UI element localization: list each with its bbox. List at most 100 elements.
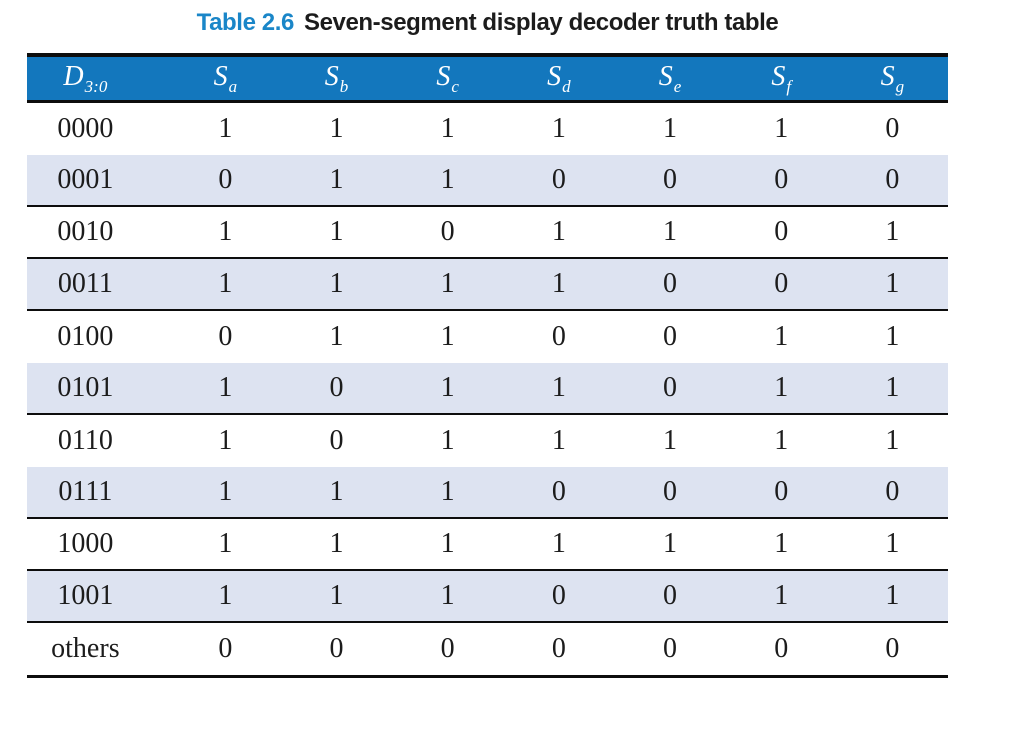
output-cell: 1 bbox=[774, 113, 789, 144]
column-subscript: b bbox=[339, 76, 349, 96]
output-cell: 1 bbox=[440, 113, 455, 144]
output-cell: 1 bbox=[663, 216, 678, 247]
output-cell: 0 bbox=[663, 164, 678, 195]
output-cell: 0 bbox=[663, 321, 678, 352]
output-cell: 1 bbox=[551, 216, 566, 247]
column-subscript: a bbox=[228, 76, 238, 96]
output-cell: 1 bbox=[329, 164, 344, 195]
output-cell: 1 bbox=[663, 113, 678, 144]
output-cell: 1 bbox=[440, 372, 455, 403]
output-cell: 0 bbox=[440, 633, 455, 664]
output-cell: 1 bbox=[329, 216, 344, 247]
table-row: others 0 0 0 0 0 0 0 bbox=[27, 623, 948, 675]
table-row: 1000 1 1 1 1 1 1 1 bbox=[27, 519, 948, 571]
output-cell: 0 bbox=[663, 268, 678, 299]
output-cell: 1 bbox=[440, 164, 455, 195]
output-cell: 1 bbox=[329, 476, 344, 507]
input-cell: 0001 bbox=[57, 164, 114, 195]
output-cell: 1 bbox=[774, 528, 789, 559]
table-body: 0000 1 1 1 1 1 1 0 0001 0 1 1 0 0 0 0 00… bbox=[27, 103, 948, 675]
column-label: S bbox=[771, 60, 786, 92]
input-cell: 0100 bbox=[57, 321, 114, 352]
output-cell: 0 bbox=[329, 372, 344, 403]
output-cell: 1 bbox=[218, 268, 233, 299]
header-cell-sf: Sf bbox=[726, 60, 837, 96]
output-cell: 0 bbox=[329, 425, 344, 456]
input-cell: others bbox=[51, 633, 120, 664]
table-row: 0111 1 1 1 0 0 0 0 bbox=[27, 467, 948, 519]
output-cell: 1 bbox=[440, 321, 455, 352]
input-cell: 0010 bbox=[57, 216, 114, 247]
table-row: 1001 1 1 1 0 0 1 1 bbox=[27, 571, 948, 623]
table-row: 0101 1 0 1 1 0 1 1 bbox=[27, 363, 948, 415]
output-cell: 1 bbox=[551, 528, 566, 559]
input-cell: 0110 bbox=[57, 425, 113, 456]
output-cell: 1 bbox=[774, 580, 789, 611]
output-cell: 1 bbox=[440, 425, 455, 456]
output-cell: 0 bbox=[774, 633, 789, 664]
output-cell: 0 bbox=[218, 633, 233, 664]
table-row: 0010 1 1 0 1 1 0 1 bbox=[27, 207, 948, 259]
output-cell: 0 bbox=[885, 164, 900, 195]
output-cell: 1 bbox=[885, 321, 900, 352]
output-cell: 0 bbox=[663, 580, 678, 611]
output-cell: 1 bbox=[440, 580, 455, 611]
output-cell: 1 bbox=[440, 476, 455, 507]
output-cell: 1 bbox=[551, 372, 566, 403]
output-cell: 1 bbox=[774, 425, 789, 456]
output-cell: 1 bbox=[440, 528, 455, 559]
column-label: S bbox=[658, 60, 673, 92]
column-subscript: e bbox=[673, 76, 682, 96]
column-label: S bbox=[547, 60, 562, 92]
output-cell: 1 bbox=[663, 425, 678, 456]
input-cell: 0111 bbox=[58, 476, 113, 507]
output-cell: 0 bbox=[551, 321, 566, 352]
output-cell: 1 bbox=[440, 268, 455, 299]
header-cell-sg: Sg bbox=[837, 60, 948, 96]
column-label: S bbox=[880, 60, 895, 92]
output-cell: 0 bbox=[440, 216, 455, 247]
output-cell: 0 bbox=[663, 476, 678, 507]
output-cell: 1 bbox=[218, 425, 233, 456]
output-cell: 1 bbox=[774, 321, 789, 352]
output-cell: 0 bbox=[551, 164, 566, 195]
column-subscript: d bbox=[562, 76, 571, 96]
header-cell-sc: Sc bbox=[392, 60, 503, 95]
output-cell: 1 bbox=[551, 425, 566, 456]
column-label: S bbox=[213, 60, 228, 92]
column-subscript: g bbox=[895, 76, 905, 96]
output-cell: 1 bbox=[885, 216, 900, 247]
output-cell: 1 bbox=[885, 425, 900, 456]
output-cell: 0 bbox=[218, 321, 233, 352]
output-cell: 0 bbox=[774, 216, 789, 247]
table-row: 0001 0 1 1 0 0 0 0 bbox=[27, 155, 948, 207]
truth-table: D3:0 Sa Sb Sc Sd Se Sf Sg 0000 1 1 1 1 1… bbox=[27, 53, 948, 678]
output-cell: 1 bbox=[218, 216, 233, 247]
header-cell-d30: D3:0 bbox=[27, 60, 170, 96]
input-cell: 0000 bbox=[57, 113, 114, 144]
header-cell-sd: Sd bbox=[503, 60, 614, 96]
table-row: 0100 0 1 1 0 0 1 1 bbox=[27, 311, 948, 363]
output-cell: 1 bbox=[551, 113, 566, 144]
header-cell-sb: Sb bbox=[281, 60, 392, 96]
output-cell: 1 bbox=[329, 528, 344, 559]
output-cell: 0 bbox=[774, 164, 789, 195]
output-cell: 0 bbox=[774, 268, 789, 299]
output-cell: 0 bbox=[774, 476, 789, 507]
output-cell: 1 bbox=[663, 528, 678, 559]
column-subscript: f bbox=[786, 76, 792, 96]
output-cell: 0 bbox=[663, 633, 678, 664]
output-cell: 1 bbox=[551, 268, 566, 299]
column-label: S bbox=[436, 60, 451, 92]
output-cell: 1 bbox=[218, 580, 233, 611]
column-subscript: 3:0 bbox=[84, 76, 108, 96]
input-cell: 0101 bbox=[57, 372, 114, 403]
output-cell: 0 bbox=[885, 113, 900, 144]
caption-text: Seven-segment display decoder truth tabl… bbox=[303, 9, 779, 36]
column-label: D bbox=[63, 60, 84, 92]
output-cell: 1 bbox=[329, 321, 344, 352]
output-cell: 1 bbox=[885, 372, 900, 403]
column-label: S bbox=[324, 60, 339, 92]
output-cell: 1 bbox=[218, 528, 233, 559]
